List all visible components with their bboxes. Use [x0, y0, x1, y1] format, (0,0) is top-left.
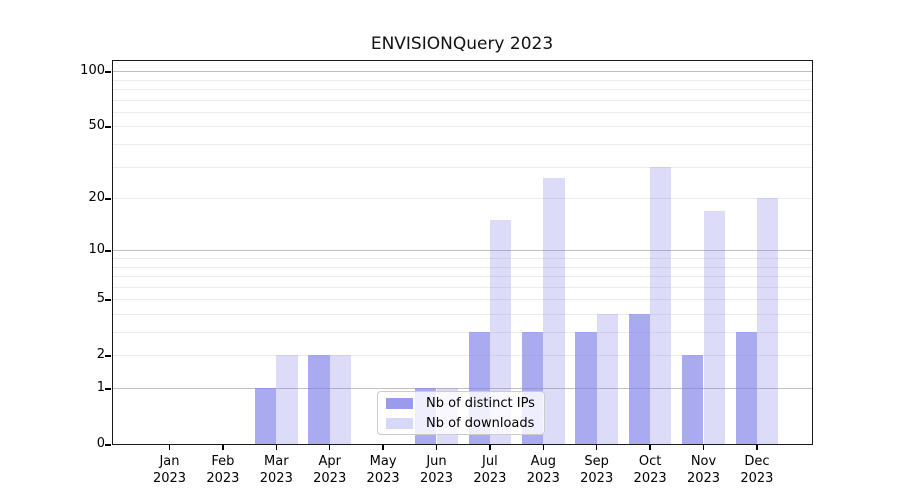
x-tick-mark [168, 445, 171, 450]
minor-gridline [113, 266, 812, 268]
y-tick-label: 2 [96, 347, 105, 363]
x-tick-label: Mar 2023 [259, 454, 293, 486]
y-tick-mark [105, 443, 111, 446]
legend-swatch-distinct-ips [386, 397, 413, 409]
y-tick-mark [105, 197, 111, 200]
bar-downloads [489, 220, 512, 444]
minor-gridline [113, 166, 812, 168]
bar-distinct-ips [575, 332, 597, 444]
bar-downloads [650, 166, 672, 444]
x-tick-mark [542, 445, 545, 450]
minor-gridline [113, 355, 812, 357]
x-tick-label: May 2023 [366, 454, 400, 486]
legend-label-distinct-ips: Nb of distinct IPs [426, 395, 535, 411]
x-tick-mark [435, 445, 438, 450]
minor-gridline [113, 79, 812, 81]
bar-distinct-ips [682, 355, 704, 444]
x-tick-mark [649, 445, 651, 450]
major-gridline [113, 250, 812, 252]
x-tick-mark [756, 445, 758, 450]
x-tick-label: Jul 2023 [473, 454, 507, 486]
x-tick-mark [702, 445, 705, 450]
x-tick-mark [222, 445, 224, 450]
y-tick-label: 100 [80, 63, 105, 79]
bar-distinct-ips [254, 388, 277, 444]
legend-item-distinct-ips: Nb of distinct IPs [378, 395, 544, 411]
minor-gridline [113, 258, 812, 259]
y-tick-label: 0 [96, 436, 105, 451]
x-tick-mark [595, 445, 598, 450]
legend-item-downloads: Nb of downloads [378, 415, 544, 431]
minor-gridline [113, 89, 812, 91]
y-tick-label: 1 [96, 380, 105, 395]
bar-downloads [276, 355, 298, 444]
y-tick-label: 20 [88, 190, 105, 206]
x-tick-label: Jan 2023 [152, 454, 187, 486]
legend-swatch-downloads [386, 417, 413, 429]
bar-downloads [703, 210, 725, 444]
x-tick-label: Jun 2023 [419, 454, 454, 486]
x-tick-mark [328, 445, 331, 450]
y-tick-mark [105, 249, 111, 252]
minor-gridline [113, 111, 812, 113]
x-tick-label: Dec 2023 [740, 454, 774, 486]
x-tick-mark [275, 445, 278, 450]
x-tick-label: Aug 2023 [526, 454, 560, 486]
chart-title: ENVISIONQuery 2023 [370, 34, 554, 54]
bar-distinct-ips [308, 355, 330, 444]
minor-gridline [113, 99, 812, 101]
x-tick-label: Nov 2023 [686, 454, 721, 486]
minor-gridline [113, 126, 812, 128]
legend-label-downloads: Nb of downloads [426, 415, 535, 431]
major-gridline [113, 71, 812, 73]
minor-gridline [113, 313, 812, 315]
minor-gridline [113, 144, 812, 146]
bar-distinct-ips [735, 332, 757, 444]
bar-downloads [596, 313, 619, 444]
y-tick-mark [105, 298, 111, 301]
y-tick-label: 5 [96, 291, 105, 307]
bar-downloads [756, 198, 779, 444]
minor-gridline [113, 276, 812, 278]
plot-area: 0 1 2 5 10 20 50 100 Jan 2023 Feb 2023 Mar 2023 Apr… [80, 60, 813, 486]
legend: Nb of distinct IPs Nb of downloads [377, 391, 545, 435]
minor-gridline [113, 286, 812, 288]
bar-distinct-ips [628, 313, 651, 444]
bar-downloads [543, 177, 565, 444]
y-tick-label: 50 [88, 118, 105, 134]
minor-gridline [113, 332, 812, 334]
x-tick-mark [489, 445, 491, 450]
major-gridline [113, 388, 812, 389]
x-tick-mark [382, 445, 384, 450]
minor-gridline [113, 299, 812, 301]
minor-gridline [113, 198, 812, 200]
x-tick-label: Sep 2023 [580, 454, 614, 486]
y-tick-mark [105, 354, 111, 357]
y-tick-mark [105, 125, 111, 128]
bar-downloads [329, 355, 352, 444]
y-tick-label: 10 [88, 242, 105, 258]
x-tick-label: Feb 2023 [206, 454, 240, 486]
x-tick-label: Apr 2023 [313, 454, 347, 486]
y-tick-mark [105, 387, 111, 390]
x-tick-label: Oct 2023 [633, 454, 667, 486]
y-tick-mark [105, 70, 111, 73]
